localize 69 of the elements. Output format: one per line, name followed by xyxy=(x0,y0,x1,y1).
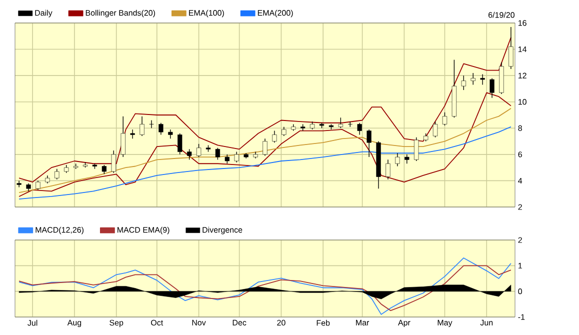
candlestick xyxy=(490,78,494,98)
x-tick-label: Oct xyxy=(151,320,164,326)
x-tick-label: Sep xyxy=(110,320,124,328)
candlestick xyxy=(196,144,202,158)
legend-label: Divergence xyxy=(202,226,242,234)
candlestick xyxy=(338,117,343,128)
candlestick xyxy=(414,136,419,162)
y-tick-label: 16 xyxy=(518,20,526,26)
x-tick-label: Jul xyxy=(28,320,38,326)
y-tick-label: 12 xyxy=(518,72,526,78)
legend-label: EMA(200) xyxy=(258,10,293,18)
candlestick xyxy=(282,126,286,136)
y-tick-label: -1 xyxy=(518,314,525,320)
candlestick xyxy=(366,129,372,158)
candlestick xyxy=(480,74,485,86)
candlestick xyxy=(461,75,466,90)
x-tick-label: Nov xyxy=(192,320,206,326)
y-tick-label: 10 xyxy=(518,99,526,105)
legend-label: Daily xyxy=(35,10,52,18)
candlestick xyxy=(158,122,164,136)
candlestick xyxy=(54,168,60,180)
legend-label: MACD EMA(9) xyxy=(118,226,170,234)
legend-label: Bollinger Bands(20) xyxy=(86,10,155,18)
x-tick-label: Jun xyxy=(480,320,493,326)
chart-subtitle: 6/19/20 xyxy=(488,12,514,18)
candlestick xyxy=(168,129,173,140)
x-tick-label: Mar xyxy=(356,320,370,326)
x-tick-label: Dec xyxy=(232,320,246,326)
x-tick-label: Aug xyxy=(67,320,82,328)
candlestick xyxy=(432,121,438,138)
x-tick-label: May xyxy=(438,320,452,328)
candlestick xyxy=(234,151,239,163)
candlestick xyxy=(262,138,268,156)
line-series xyxy=(18,37,512,182)
x-tick-label: 20 xyxy=(277,320,286,326)
x-tick-label: Feb xyxy=(316,320,330,326)
line-series xyxy=(18,265,512,312)
y-tick-label: 2 xyxy=(518,237,522,243)
legend-label: MACD(12,26) xyxy=(36,226,84,234)
candlestick xyxy=(140,116,144,136)
candlestick xyxy=(120,116,126,158)
x-tick-label: Apr xyxy=(398,320,410,328)
y-tick-label: 1 xyxy=(518,262,522,268)
candlestick xyxy=(111,150,116,174)
candlestick xyxy=(36,180,40,190)
y-tick-label: 0 xyxy=(518,288,522,294)
candlestick xyxy=(178,133,182,155)
y-tick-label: 4 xyxy=(518,178,522,184)
candlestick xyxy=(442,112,448,126)
y-tick-label: 8 xyxy=(518,125,522,131)
y-tick-label: 6 xyxy=(518,152,522,158)
legend-label: EMA(100) xyxy=(189,10,224,18)
candlestick xyxy=(386,159,390,180)
candlestick xyxy=(470,72,476,86)
candlestick xyxy=(102,164,106,174)
line-series xyxy=(18,258,512,315)
candlestick xyxy=(272,130,277,143)
candlestick xyxy=(16,180,22,188)
y-tick-label: 2 xyxy=(518,204,522,210)
candlestick xyxy=(215,148,220,160)
y-tick-label: 14 xyxy=(518,46,527,52)
candlestick xyxy=(395,152,400,167)
line-series xyxy=(18,108,512,193)
candlestick xyxy=(187,148,192,160)
candlestick xyxy=(404,154,410,164)
candlestick xyxy=(130,129,135,140)
candlestick xyxy=(224,154,230,164)
line-series xyxy=(18,92,512,197)
candlestick xyxy=(357,122,362,136)
